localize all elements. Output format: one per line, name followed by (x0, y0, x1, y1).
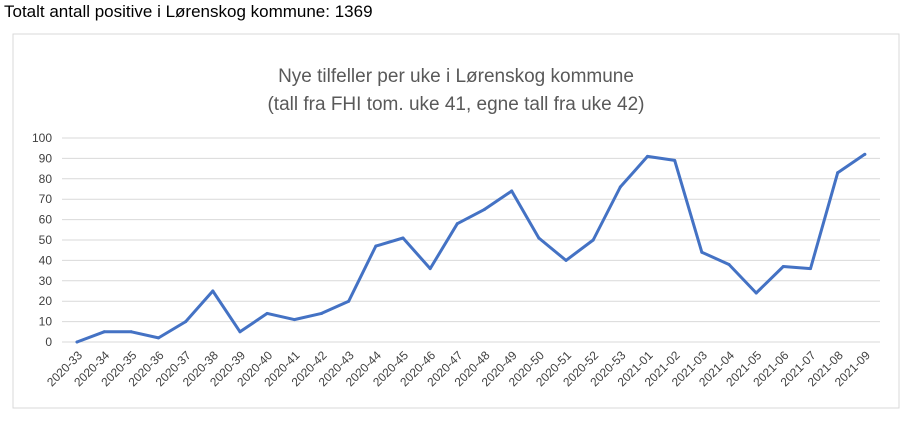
y-tick-label: 70 (39, 192, 53, 206)
data-point (292, 318, 296, 322)
page-heading: Totalt antall positive i Lørenskog kommu… (4, 2, 373, 21)
chart-frame (12, 33, 900, 409)
y-tick-label: 40 (39, 253, 53, 267)
series-line (75, 152, 867, 344)
data-point (401, 236, 405, 240)
data-point (781, 265, 785, 269)
data-point (510, 189, 514, 193)
data-point (727, 262, 731, 266)
data-point (455, 222, 459, 226)
data-point (184, 320, 188, 324)
y-tick-label: 50 (39, 233, 53, 247)
data-point (320, 311, 324, 315)
y-tick-label: 10 (39, 315, 53, 329)
data-point (809, 267, 813, 271)
data-point (374, 244, 378, 248)
data-point (537, 236, 541, 240)
data-point (673, 158, 677, 162)
data-point (618, 185, 622, 189)
data-point (700, 250, 704, 254)
data-point (157, 336, 161, 340)
y-tick-label: 30 (39, 274, 53, 288)
y-axis: 0 10 20 30 40 50 60 70 80 90 100 (32, 131, 52, 349)
data-point (265, 311, 269, 315)
data-point (836, 171, 840, 175)
series (75, 152, 867, 344)
data-point (863, 152, 867, 156)
data-point (75, 340, 79, 344)
data-point (591, 238, 595, 242)
data-point (754, 291, 758, 295)
data-point (564, 258, 568, 262)
data-point (483, 207, 487, 211)
data-point (347, 299, 351, 303)
data-point (238, 330, 242, 334)
y-tick-label: 80 (39, 172, 53, 186)
data-point (646, 154, 650, 158)
y-tick-label: 60 (39, 213, 53, 227)
chart-subtitle: (tall fra FHI tom. uke 41, egne tall fra… (267, 94, 644, 115)
y-tick-label: 100 (32, 131, 52, 145)
y-tick-label: 20 (39, 294, 53, 308)
data-point (129, 330, 133, 334)
data-point (428, 267, 432, 271)
y-tick-label: 0 (45, 335, 52, 349)
data-point (211, 289, 215, 293)
y-tick-label: 90 (39, 151, 53, 165)
data-point (102, 330, 106, 334)
chart-title: Nye tilfeller per uke i Lørenskog kommun… (278, 66, 634, 87)
